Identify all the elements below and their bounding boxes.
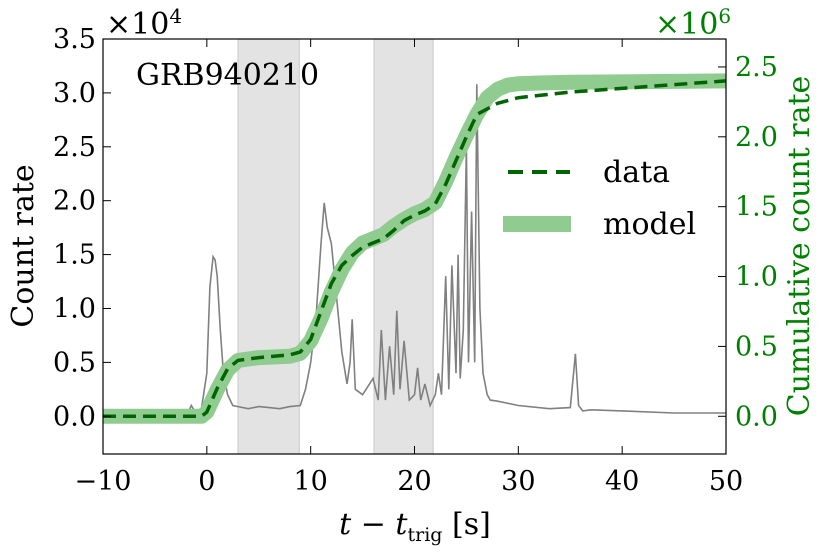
right-multiplier: ×106 [655, 4, 731, 42]
model-series [103, 73, 727, 424]
legend: data model [503, 155, 696, 242]
left-multiplier: ×104 [106, 4, 182, 42]
shaded-regions [237, 38, 434, 455]
y-right-tick-label: 1.5 [735, 192, 778, 223]
y-left-tick-label: 2.0 [53, 186, 96, 217]
x-ticks: −10 0 10 20 30 40 50 [75, 39, 743, 497]
left-multiplier-exponent: 4 [169, 4, 182, 28]
x-tick-label: 0 [198, 466, 215, 497]
legend-data-label: data [603, 155, 670, 190]
x-tick-label: 40 [605, 466, 639, 497]
y-axis-left-label: Count rate [6, 164, 41, 327]
x-axis-label: t − ttrig [s] [339, 507, 491, 546]
x-tick-label: 50 [709, 466, 743, 497]
shaded-interval-2 [373, 38, 434, 455]
x-tick-label: 20 [397, 466, 431, 497]
y-left-tick-label: 1.5 [53, 240, 96, 271]
shaded-interval-1 [237, 38, 300, 455]
y-right-ticks: 0.0 0.5 1.0 1.5 2.0 2.5 [718, 52, 778, 432]
x-tick-label: 10 [293, 466, 327, 497]
y-axis-right-label: Cumulative count rate [782, 76, 817, 417]
data-line [103, 79, 727, 419]
y-left-ticks: 0.0 0.5 1.0 1.5 2.0 2.5 3.0 3.5 [53, 24, 111, 432]
annotation-label: GRB940210 [136, 58, 319, 93]
y-left-tick-label: 1.0 [53, 293, 96, 324]
x-axis-label-subscript: trig [408, 524, 443, 546]
y-right-tick-label: 2.5 [735, 52, 778, 83]
y-left-tick-label: 3.0 [53, 78, 96, 109]
right-multiplier-exponent: 6 [718, 4, 731, 28]
y-right-tick-label: 1.0 [735, 262, 778, 293]
y-right-tick-label: 0.5 [735, 331, 778, 362]
legend-model-label: model [603, 207, 696, 242]
count-rate-series [103, 84, 726, 418]
y-left-tick-label: 2.5 [53, 132, 96, 163]
y-right-tick-label: 0.0 [735, 401, 778, 432]
x-axis-label-unit: [s] [442, 507, 490, 542]
x-tick-label: 30 [501, 466, 535, 497]
model-line [103, 73, 727, 424]
data-series [103, 79, 727, 419]
y-left-tick-label: 0.5 [53, 347, 96, 378]
count-rate-line [103, 84, 726, 418]
x-tick-label: −10 [75, 466, 132, 497]
y-left-tick-label: 0.0 [53, 401, 96, 432]
y-left-tick-label: 3.5 [53, 24, 96, 55]
y-right-tick-label: 2.0 [735, 122, 778, 153]
